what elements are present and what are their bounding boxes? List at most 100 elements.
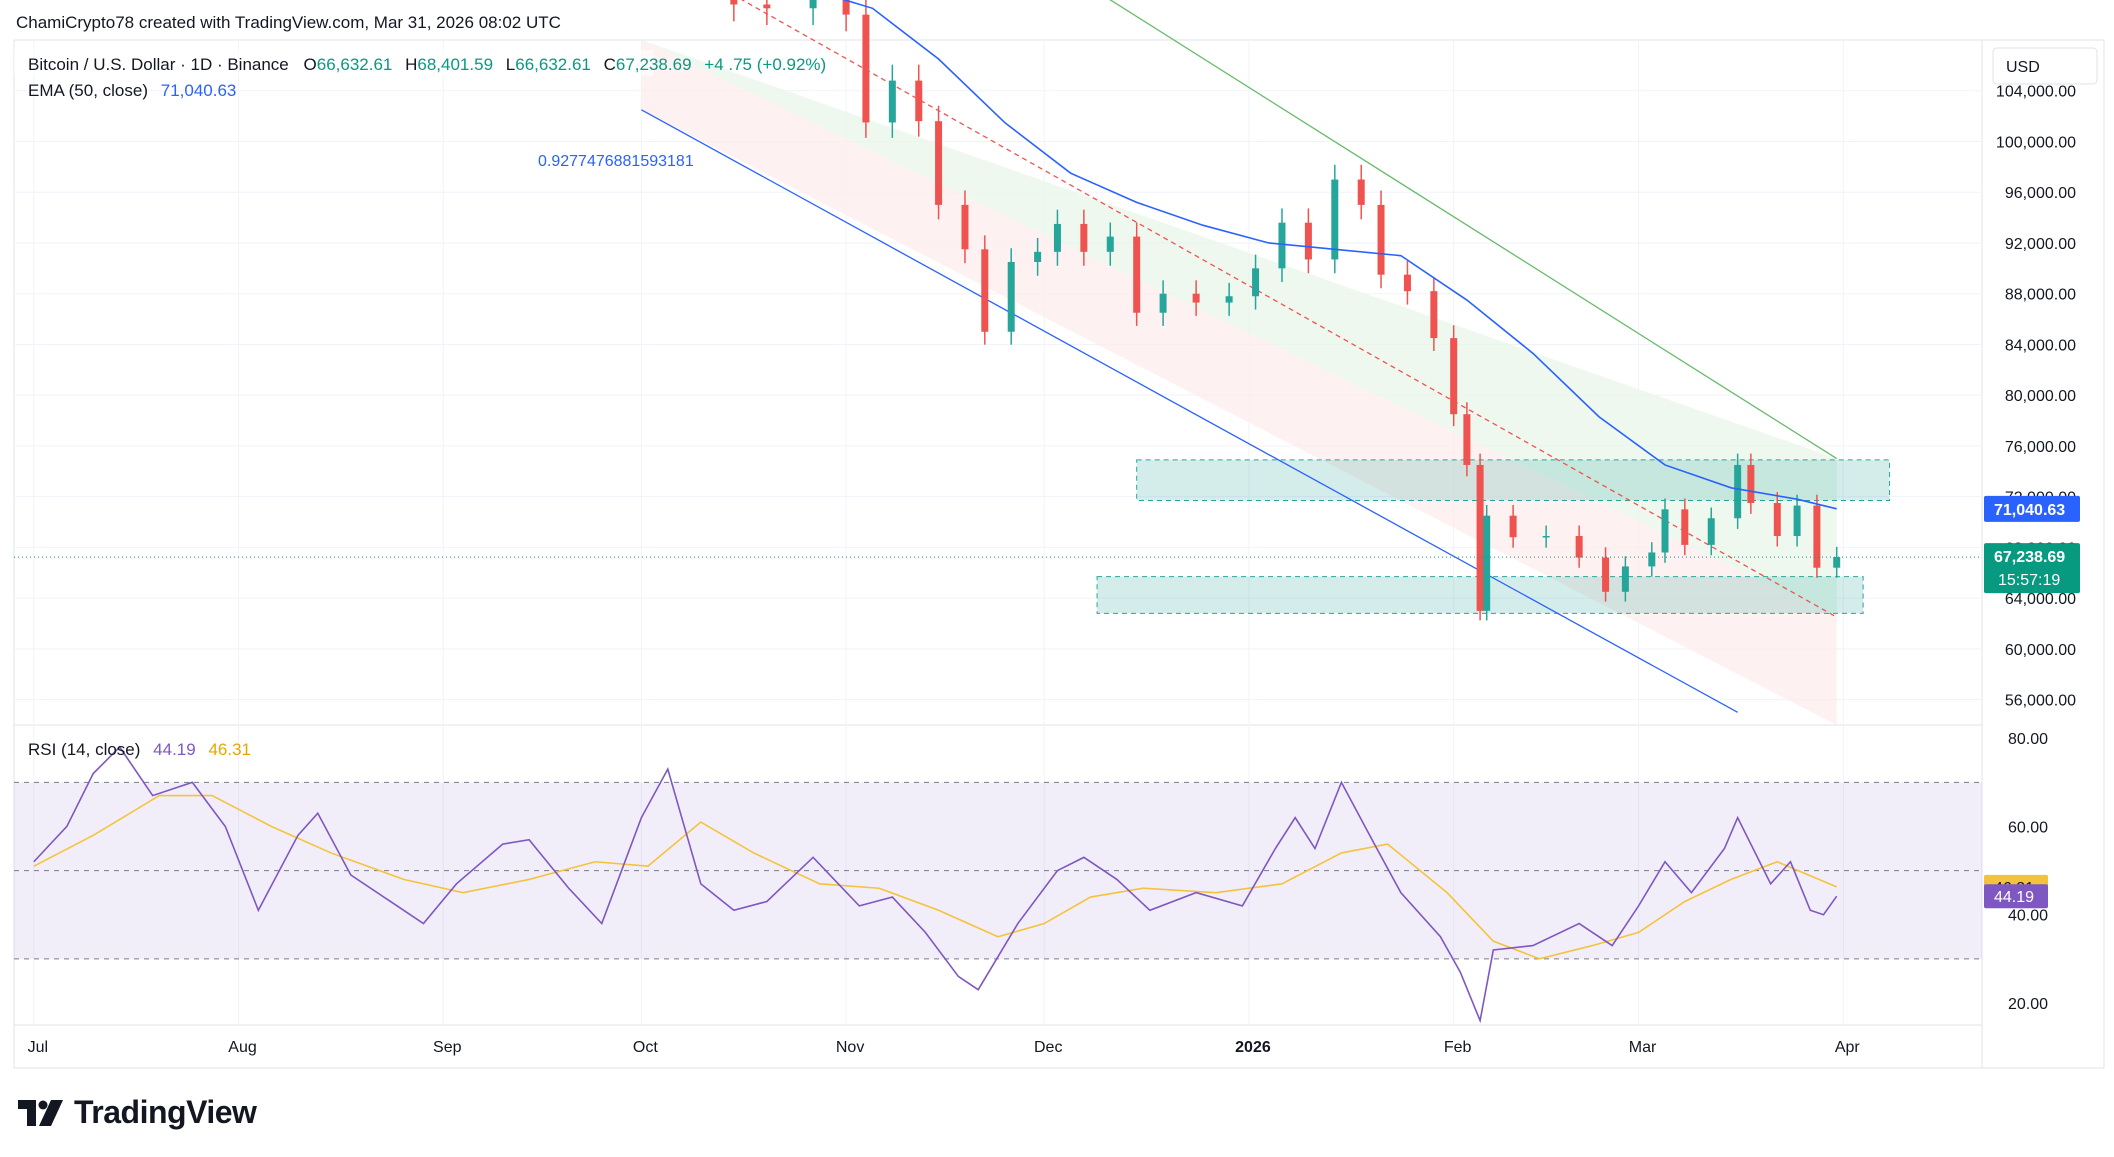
price-tick-label: 96,000.00 — [2005, 185, 2076, 202]
rsi-value: 44.19 — [153, 740, 196, 759]
low-value: 66,632.61 — [515, 55, 591, 74]
ema-legend[interactable]: EMA (50, close) 71,040.63 — [28, 81, 236, 100]
time-tick-label: Jul — [28, 1039, 48, 1056]
candle-body — [1357, 179, 1365, 205]
price-tick-label: 88,000.00 — [2005, 287, 2076, 304]
price-tick-label: 60,000.00 — [2005, 642, 2076, 659]
rsi-tick-label: 20.00 — [2008, 996, 2048, 1013]
time-axis[interactable]: Jul Aug Sep Oct Nov Dec 2026 Feb Mar Apr — [28, 1039, 1861, 1056]
rsi-tick-label: 40.00 — [2008, 908, 2048, 925]
candle — [1476, 453, 1484, 621]
candle — [1403, 261, 1411, 305]
price-tick-label: 76,000.00 — [2005, 439, 2076, 456]
candle — [1773, 492, 1781, 547]
rsi-badge-text: 44.19 — [1994, 889, 2034, 906]
symbol-title: Bitcoin / U.S. Dollar · 1D · Binance — [28, 55, 289, 74]
tradingview-brand[interactable]: TradingView — [18, 1094, 257, 1131]
time-tick-label: Dec — [1034, 1039, 1062, 1056]
candle-body — [915, 80, 923, 122]
high-value: 68,401.59 — [417, 55, 493, 74]
candle-body — [961, 204, 969, 250]
rsi-tick-label: 80.00 — [2008, 731, 2048, 748]
author-line: ChamiCrypto78 created with TradingView.c… — [16, 13, 561, 32]
currency-button[interactable]: USD — [1992, 47, 2098, 85]
countdown-badge-text: 15:57:19 — [1998, 572, 2060, 589]
candle-body — [1106, 236, 1114, 252]
candle-body — [888, 80, 896, 123]
close-value: 67,238.69 — [616, 55, 692, 74]
candle — [1833, 546, 1841, 578]
candle-body — [981, 249, 989, 332]
candle — [935, 105, 943, 220]
candle-body — [1542, 535, 1550, 538]
candle-body — [1483, 515, 1491, 611]
candle — [1602, 547, 1610, 602]
price-tick-label: 104,000.00 — [1996, 84, 2076, 101]
candle-body — [763, 4, 771, 9]
candle — [981, 235, 989, 345]
candle — [1053, 209, 1061, 266]
ema-label: EMA (50, close) — [28, 81, 148, 100]
symbol-legend[interactable]: Bitcoin / U.S. Dollar · 1D · Binance O66… — [14, 50, 826, 76]
candle-body — [1450, 338, 1458, 415]
currency-label: USD — [2006, 59, 2040, 76]
candle — [1661, 498, 1669, 563]
rsi-line — [33, 745, 1838, 1024]
candle-body — [1159, 293, 1167, 313]
candle — [1542, 525, 1550, 548]
candle-body — [1225, 296, 1233, 303]
last-price-badge: 67,238.69 15:57:19 — [1984, 543, 2080, 594]
candle-body — [1403, 274, 1411, 292]
price-tick-label: 64,000.00 — [2005, 591, 2076, 608]
candle-body — [1476, 464, 1484, 611]
candle-body — [730, 0, 738, 5]
ema-line — [842, 0, 1837, 510]
candle — [1509, 504, 1517, 548]
rsi-lines — [33, 745, 1838, 1024]
candle-body — [809, 0, 817, 9]
ema-value: 71,040.63 — [161, 81, 237, 100]
candle-body — [1681, 509, 1689, 545]
last-badge-text: 67,238.69 — [1994, 549, 2065, 566]
candle — [888, 64, 896, 138]
candle — [1747, 453, 1755, 514]
change-value: +4 .75 (+0.92%) — [704, 55, 826, 74]
candle — [1463, 402, 1471, 477]
candle-body — [1621, 566, 1629, 592]
candle-body — [842, 0, 850, 15]
time-tick-label: 2026 — [1235, 1039, 1271, 1056]
rsi-label: RSI (14, close) — [28, 740, 140, 759]
candle — [1621, 556, 1629, 602]
candle — [1575, 525, 1583, 568]
candle — [1278, 208, 1286, 283]
candle — [915, 64, 923, 137]
candle-body — [1430, 291, 1438, 339]
rsi-badge: 44.19 — [1984, 884, 2048, 909]
price-tick-label: 56,000.00 — [2005, 693, 2076, 710]
candle — [1734, 453, 1742, 529]
candle — [1192, 280, 1200, 316]
rsi-axis[interactable]: 20.00 40.00 60.00 80.00 — [2008, 731, 2048, 1013]
candle-body — [1602, 557, 1610, 592]
fib-level-label: 0.9277476881593181 — [538, 153, 694, 170]
candle-body — [1648, 552, 1656, 567]
candle-body — [1661, 509, 1669, 553]
candle-body — [1007, 261, 1015, 332]
candle — [1648, 542, 1656, 577]
candle-body — [1252, 268, 1260, 297]
rsi-legend[interactable]: RSI (14, close) 44.19 46.31 — [28, 740, 251, 759]
candle — [1430, 277, 1438, 351]
candle-body — [1331, 179, 1339, 260]
candle-body — [1053, 223, 1061, 252]
candlestick-series — [730, 0, 1841, 621]
candle — [1034, 237, 1042, 276]
candle-body — [1034, 251, 1042, 262]
price-tick-label: 80,000.00 — [2005, 388, 2076, 405]
rsi-band — [14, 781, 1982, 960]
candle-body — [1278, 222, 1286, 269]
candle — [1681, 498, 1689, 556]
time-tick-label: Feb — [1444, 1039, 1472, 1056]
channel-lower-fill — [641, 40, 1837, 725]
candle — [1080, 209, 1088, 266]
price-axis[interactable]: 56,000.0060,000.0064,000.0068,000.0072,0… — [1996, 84, 2076, 710]
